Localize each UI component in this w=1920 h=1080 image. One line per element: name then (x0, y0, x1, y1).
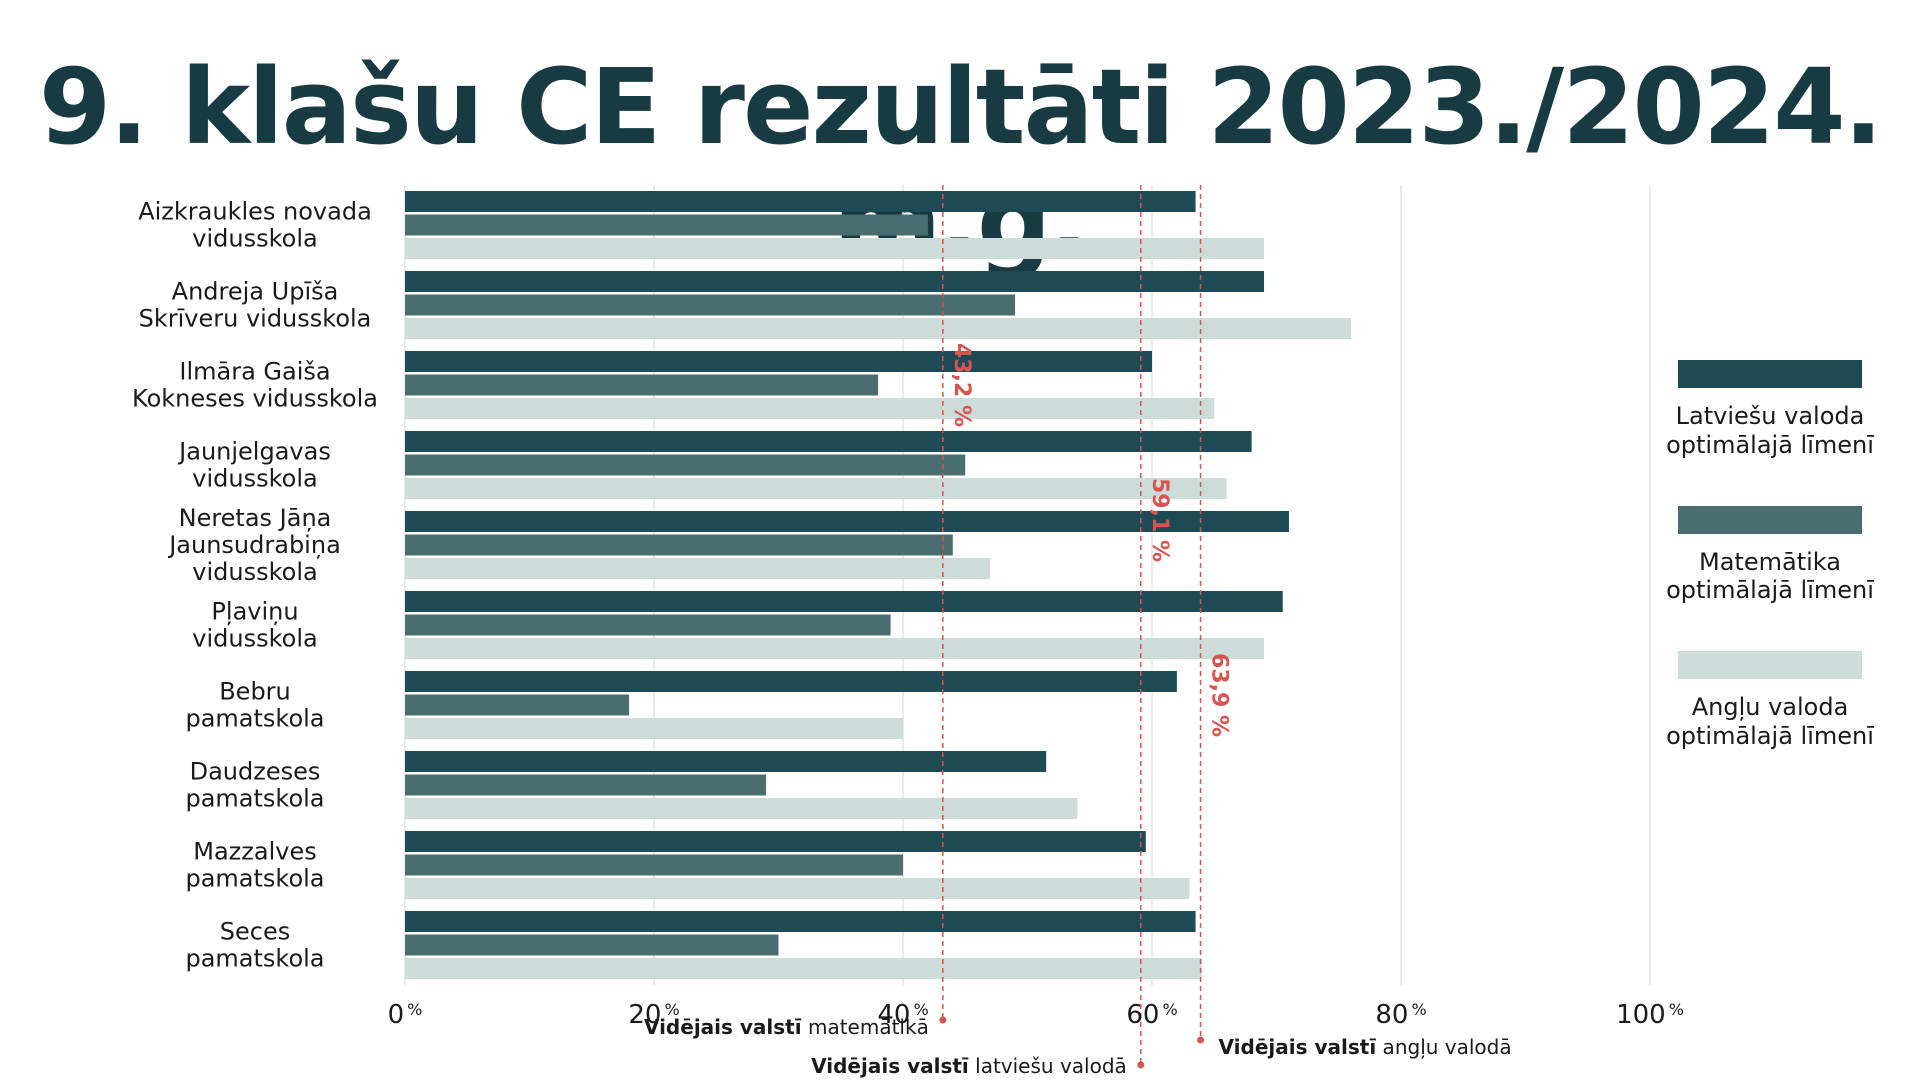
bar (405, 398, 1215, 419)
bar (405, 351, 1152, 372)
x-tick-label: 20% (628, 1000, 679, 1030)
bar (405, 831, 1146, 852)
category-label: Andreja Upīša Skrīveru vidusskola (139, 278, 372, 333)
bar (405, 751, 1047, 772)
category-label: Jaunjelgavas vidusskola (177, 438, 331, 493)
bar (405, 718, 903, 739)
bar (405, 238, 1265, 259)
legend: Latviešu valoda optimālajā līmenī Matemā… (1650, 360, 1890, 797)
bar (405, 374, 879, 396)
category-label: Aizkraukles novada vidusskola (138, 198, 372, 253)
page-title: 9. klašu CE rezultāti 2023./2024. m.g. (38, 46, 1883, 283)
legend-swatch-matematika (1678, 505, 1862, 534)
bar (405, 271, 1265, 292)
bar (405, 774, 767, 796)
average-note: Vidējais valstī latviešu valodā (811, 1054, 1127, 1078)
category-label: Pļaviņu vidusskola (192, 598, 317, 653)
bar (405, 454, 966, 476)
legend-item-latviesu: Latviešu valoda optimālajā līmenī (1650, 360, 1890, 460)
legend-label: optimālajā līmenī (1666, 576, 1874, 605)
bar (405, 191, 1196, 212)
bar (405, 798, 1078, 819)
x-tick-label: 60% (1126, 1000, 1177, 1030)
bar (405, 591, 1283, 612)
average-marker (1197, 1036, 1205, 1044)
average-marker (1137, 1061, 1145, 1069)
bar (405, 934, 779, 956)
bar (405, 614, 891, 636)
average-value-label: 43,2 % (949, 343, 974, 427)
legend-label: Angļu valoda (1691, 693, 1849, 722)
x-tick-label: 0% (388, 1000, 423, 1030)
legend-swatch-anglu (1678, 651, 1862, 680)
average-value-label: 59,1 % (1147, 478, 1172, 562)
bar (405, 294, 1016, 316)
legend-label: optimālajā līmenī (1666, 721, 1874, 750)
bar (405, 854, 903, 876)
bar (405, 878, 1190, 899)
category-label: Mazzalves pamatskola (185, 838, 324, 893)
legend-swatch-latviesu (1678, 360, 1862, 388)
bar (405, 214, 928, 236)
bar (405, 431, 1252, 452)
x-tick-label: 80% (1375, 1000, 1426, 1030)
bar (405, 478, 1227, 499)
bar (405, 558, 991, 579)
bar (405, 958, 1202, 979)
legend-label: Latviešu valoda (1675, 402, 1865, 430)
average-lines: 43,2 % Vidējais valstī matemātikā 59,1 % Vi… (644, 185, 1512, 1078)
category-label: Neretas Jāņa Jaunsudrabiņa vidusskola (167, 504, 341, 586)
x-axis-ticks: 0% 20% 40% 60% 80% 100% (388, 1000, 1684, 1030)
category-label: Daudzeses pamatskola (185, 758, 324, 813)
category-label: Bebru pamatskola (185, 678, 324, 733)
bar (405, 511, 1289, 532)
legend-item-anglu: Angļu valoda optimālajā līmenī (1650, 651, 1890, 751)
average-note: Vidējais valstī angļu valodā (1219, 1035, 1512, 1059)
bar (405, 911, 1196, 932)
legend-label: optimālajā līmenī (1666, 430, 1874, 459)
bar (405, 694, 630, 716)
bar (405, 671, 1177, 692)
bars (405, 191, 1352, 979)
average-value-label: 63,9 % (1207, 653, 1232, 737)
bar (405, 534, 953, 556)
category-label: Seces pamatskola (185, 918, 324, 973)
x-tick-label: 100% (1616, 1000, 1684, 1030)
x-tick-label: 40% (877, 1000, 928, 1030)
average-marker (939, 1016, 947, 1024)
bar (405, 318, 1352, 339)
category-label: Ilmāra Gaiša Kokneses vidusskola (132, 358, 378, 413)
category-labels: Aizkraukles novada vidusskola Andreja Upīš… (132, 198, 378, 973)
average-note: Vidējais valstī matemātikā (644, 1015, 929, 1039)
bar (405, 638, 1265, 659)
legend-item-matematika: Matemātika optimālajā līmenī (1650, 505, 1890, 606)
legend-label: Matemātika (1699, 547, 1841, 576)
